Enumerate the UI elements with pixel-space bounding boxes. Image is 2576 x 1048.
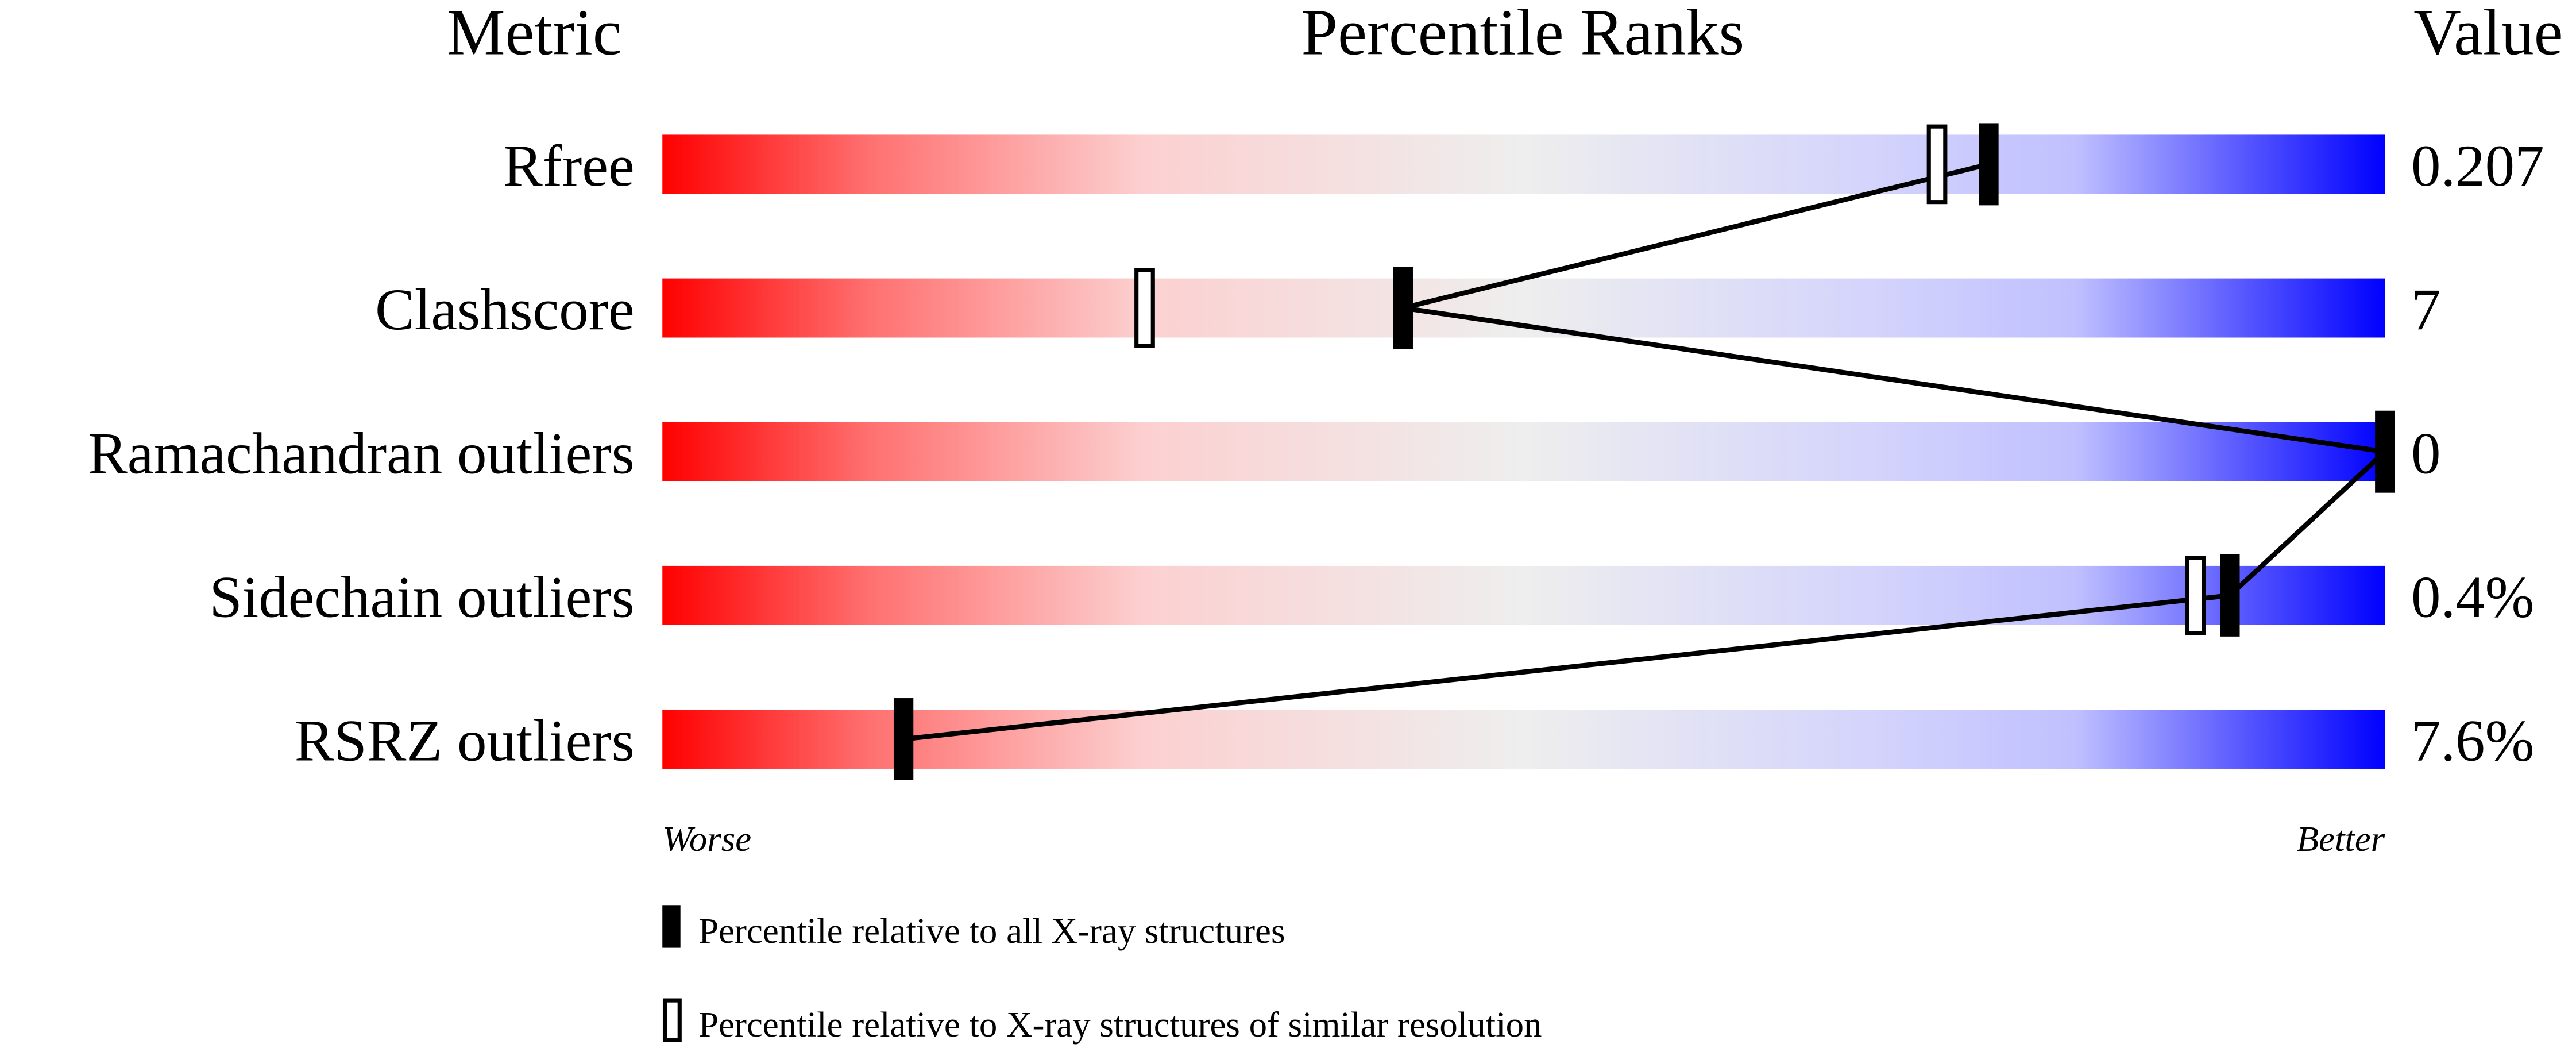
metric-label: Rfree — [503, 133, 635, 199]
marker-all-structures — [2220, 554, 2240, 637]
axis-note-better: Better — [2297, 819, 2385, 859]
percentile-bar — [662, 422, 2385, 481]
percentile-bar — [662, 278, 2385, 338]
marker-similar-resolution — [2185, 556, 2206, 635]
legend-label-similar: Percentile relative to X-ray structures … — [698, 1004, 1542, 1045]
axis-note-worse: Worse — [662, 819, 751, 859]
percentile-bar — [662, 565, 2385, 625]
metric-label: Clashscore — [375, 277, 635, 342]
metric-label: RSRZ outliers — [295, 708, 635, 774]
marker-all-structures — [1979, 123, 1999, 206]
marker-similar-resolution — [1134, 268, 1155, 348]
metric-value: 0.207 — [2411, 133, 2544, 199]
marker-similar-resolution — [1926, 124, 1948, 205]
metric-value: 0.4% — [2411, 565, 2534, 630]
metric-value: 0 — [2411, 421, 2440, 486]
marker-all-structures — [2375, 410, 2395, 493]
marker-all-structures — [1393, 267, 1413, 349]
metric-value: 7.6% — [2411, 708, 2534, 774]
percentile-bar — [662, 710, 2385, 769]
legend-hollow-marker — [662, 998, 682, 1042]
header-percentile-ranks: Percentile Ranks — [1301, 0, 1745, 68]
header-metric: Metric — [447, 0, 622, 68]
legend-label-all: Percentile relative to all X-ray structu… — [698, 911, 1285, 951]
metric-label: Ramachandran outliers — [88, 421, 635, 486]
metric-label: Sidechain outliers — [209, 565, 634, 630]
header-value: Value — [2413, 0, 2563, 68]
legend-filled-marker — [662, 905, 681, 948]
marker-all-structures — [893, 698, 914, 780]
metric-value: 7 — [2411, 277, 2440, 342]
percentile-bar — [662, 134, 2385, 194]
